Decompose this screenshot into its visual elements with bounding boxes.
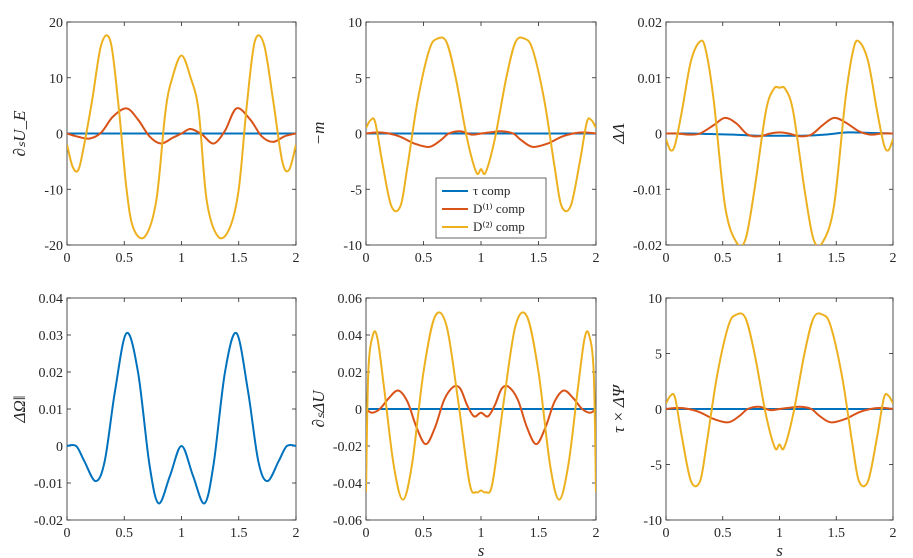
y-axis-label: ∂ₛΔU bbox=[309, 389, 328, 428]
y-tick-label: 0 bbox=[355, 128, 362, 143]
x-tick-label: 1 bbox=[178, 251, 185, 266]
series-line bbox=[666, 116, 893, 138]
x-tick-label: 0.5 bbox=[116, 526, 134, 541]
x-tick-label: 1 bbox=[776, 526, 783, 541]
y-axis-label: ∂ₛU_E bbox=[10, 110, 29, 157]
x-tick-label: 0 bbox=[64, 251, 71, 266]
x-tick-label: 1.5 bbox=[828, 251, 846, 266]
x-axis-label: s bbox=[776, 541, 783, 558]
x-tick-label: 0 bbox=[363, 251, 370, 266]
x-tick-label: 0.5 bbox=[415, 251, 433, 266]
y-tick-label: -0.01 bbox=[633, 183, 662, 198]
subplot-2: 0 0.5 1 1.5 2 10 5 0 -5 -10 −m τ comp D⁽¹⁾ comp D⁽²⁾ … bbox=[309, 16, 600, 266]
x-tick-label: 1 bbox=[478, 526, 485, 541]
y-tick-label: 0 bbox=[355, 403, 362, 418]
axes-frame bbox=[66, 297, 297, 521]
legend-entry: D⁽¹⁾ comp bbox=[473, 201, 525, 216]
x-tick-label: 2 bbox=[293, 251, 300, 266]
x-tick-label: 0 bbox=[363, 526, 370, 541]
subplot-4: 0 0.5 1 1.5 2 0.04 0.03 0.02 0.01 0 -0.01 -0.02 ΔΩ‖ bbox=[10, 292, 300, 541]
series-line bbox=[666, 39, 893, 245]
x-tick-label: 0.5 bbox=[714, 251, 732, 266]
series-line bbox=[366, 384, 596, 446]
legend-entry: D⁽²⁾ comp bbox=[473, 219, 525, 234]
y-tick-label: 10 bbox=[348, 16, 362, 31]
y-tick-label: 0.03 bbox=[39, 329, 64, 344]
legend: τ comp D⁽¹⁾ comp D⁽²⁾ comp bbox=[435, 177, 547, 239]
y-tick-label: 0.02 bbox=[39, 366, 64, 381]
y-axis-label: τ × ΔΨ bbox=[609, 383, 628, 433]
x-tick-label: 1.5 bbox=[530, 526, 548, 541]
x-axis-label: s bbox=[478, 541, 485, 558]
series-line bbox=[666, 312, 893, 488]
y-tick-label: -0.02 bbox=[34, 514, 63, 529]
x-tick-label: 1.5 bbox=[230, 526, 248, 541]
y-tick-label: 0 bbox=[56, 128, 63, 143]
series-line bbox=[67, 107, 296, 145]
x-tick-label: 2 bbox=[593, 526, 600, 541]
x-tick-label: 2 bbox=[890, 251, 897, 266]
y-tick-label: -0.02 bbox=[633, 239, 662, 254]
subplot-5: 0 0.5 1 1.5 2 0.06 0.04 0.02 0 -0.02 -0.04 -0.06 ∂ₛΔ… bbox=[309, 292, 600, 558]
y-tick-label: -0.02 bbox=[333, 440, 362, 455]
x-tick-label: 1 bbox=[478, 251, 485, 266]
y-tick-label: 20 bbox=[49, 16, 63, 31]
subplot-6: 0 0.5 1 1.5 2 10 5 0 -5 -10 τ × ΔΨ s bbox=[609, 292, 897, 558]
x-tick-label: 2 bbox=[593, 251, 600, 266]
x-tick-label: 1.5 bbox=[230, 251, 248, 266]
y-tick-label: 0.04 bbox=[338, 329, 363, 344]
series-line bbox=[366, 130, 596, 148]
subplot-3: 0 0.5 1 1.5 2 0.02 0.01 0 -0.01 -0.02 ΔΛ bbox=[609, 16, 897, 266]
y-tick-label: -10 bbox=[343, 239, 362, 254]
y-tick-label: 5 bbox=[355, 72, 362, 87]
x-tick-label: 0 bbox=[663, 251, 670, 266]
y-tick-label: 0.01 bbox=[638, 72, 663, 87]
y-tick-label: -0.06 bbox=[333, 514, 362, 529]
y-tick-label: 0.02 bbox=[638, 16, 663, 31]
y-tick-label: -5 bbox=[650, 459, 662, 474]
x-tick-label: 1.5 bbox=[828, 526, 846, 541]
y-axis-label: ΔΩ‖ bbox=[10, 395, 29, 423]
x-tick-label: 1 bbox=[776, 251, 783, 266]
y-tick-label: 0.02 bbox=[338, 366, 363, 381]
y-tick-label: 0.04 bbox=[39, 292, 64, 307]
series-line bbox=[67, 332, 296, 505]
series-line bbox=[666, 131, 893, 137]
series-line bbox=[67, 34, 296, 240]
y-tick-label: -10 bbox=[44, 183, 63, 198]
x-tick-label: 2 bbox=[890, 526, 897, 541]
y-axis-label: −m bbox=[309, 122, 328, 146]
series-line bbox=[366, 311, 596, 501]
series-line bbox=[666, 405, 893, 424]
x-tick-label: 1 bbox=[178, 526, 185, 541]
x-tick-label: 0 bbox=[663, 526, 670, 541]
y-tick-label: 0 bbox=[655, 128, 662, 143]
x-tick-label: 1.5 bbox=[530, 251, 548, 266]
y-tick-label: -10 bbox=[643, 514, 662, 529]
x-tick-label: 0.5 bbox=[116, 251, 134, 266]
y-tick-label: 0.01 bbox=[39, 403, 64, 418]
y-tick-label: 0 bbox=[655, 403, 662, 418]
x-tick-label: 0.5 bbox=[714, 526, 732, 541]
y-tick-label: 0 bbox=[56, 440, 63, 455]
y-tick-label: -0.01 bbox=[34, 477, 63, 492]
legend-entry: τ comp bbox=[473, 183, 510, 198]
y-tick-label: -0.04 bbox=[333, 477, 362, 492]
subplot-1: 0 0.5 1 1.5 2 20 10 0 -10 -20 ∂ₛU_E bbox=[10, 16, 300, 266]
y-tick-label: 5 bbox=[655, 348, 662, 363]
series-line bbox=[366, 36, 596, 213]
x-tick-label: 2 bbox=[293, 526, 300, 541]
y-tick-label: -20 bbox=[44, 239, 63, 254]
x-tick-label: 0.5 bbox=[415, 526, 433, 541]
y-axis-label: ΔΛ bbox=[609, 123, 628, 145]
y-tick-label: 10 bbox=[648, 292, 662, 307]
x-tick-label: 0 bbox=[64, 526, 71, 541]
y-tick-label: 10 bbox=[49, 72, 63, 87]
y-tick-label: -5 bbox=[350, 183, 362, 198]
y-tick-label: 0.06 bbox=[338, 292, 363, 307]
